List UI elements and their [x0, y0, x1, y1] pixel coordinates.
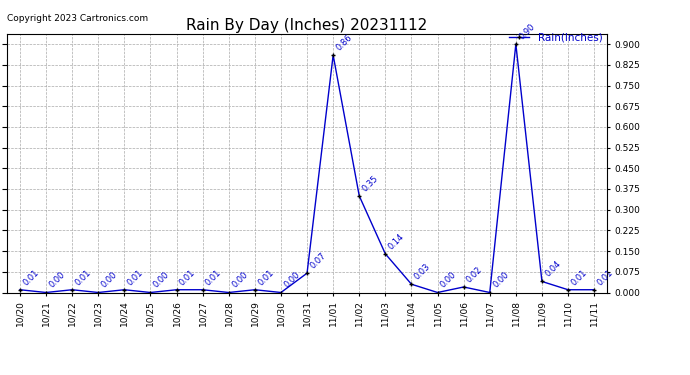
- Text: 0.04: 0.04: [543, 260, 563, 279]
- Title: Rain By Day (Inches) 20231112: Rain By Day (Inches) 20231112: [186, 18, 428, 33]
- Text: 0.01: 0.01: [21, 268, 41, 287]
- Text: 0.01: 0.01: [569, 268, 589, 287]
- Text: 0.00: 0.00: [491, 270, 511, 290]
- Text: 0.00: 0.00: [282, 270, 302, 290]
- Text: 0.01: 0.01: [178, 268, 197, 287]
- Text: 0.01: 0.01: [595, 268, 615, 287]
- Text: 0.00: 0.00: [439, 270, 458, 290]
- Text: 0.07: 0.07: [308, 251, 328, 270]
- Text: Copyright 2023 Cartronics.com: Copyright 2023 Cartronics.com: [7, 14, 148, 23]
- Text: 0.00: 0.00: [230, 270, 250, 290]
- Text: 0.35: 0.35: [361, 174, 380, 193]
- Text: 0.01: 0.01: [126, 268, 145, 287]
- Text: 0.01: 0.01: [204, 268, 224, 287]
- Text: 0.86: 0.86: [335, 33, 354, 53]
- Text: 0.03: 0.03: [413, 262, 432, 282]
- Text: 0.90: 0.90: [518, 22, 537, 41]
- Text: 0.01: 0.01: [74, 268, 93, 287]
- Text: 0.00: 0.00: [48, 270, 67, 290]
- Legend: Rain(Inches): Rain(Inches): [504, 28, 607, 47]
- Text: 0.00: 0.00: [99, 270, 119, 290]
- Text: 0.02: 0.02: [465, 265, 484, 284]
- Text: 0.14: 0.14: [386, 232, 406, 251]
- Text: 0.00: 0.00: [152, 270, 171, 290]
- Text: 0.01: 0.01: [256, 268, 275, 287]
